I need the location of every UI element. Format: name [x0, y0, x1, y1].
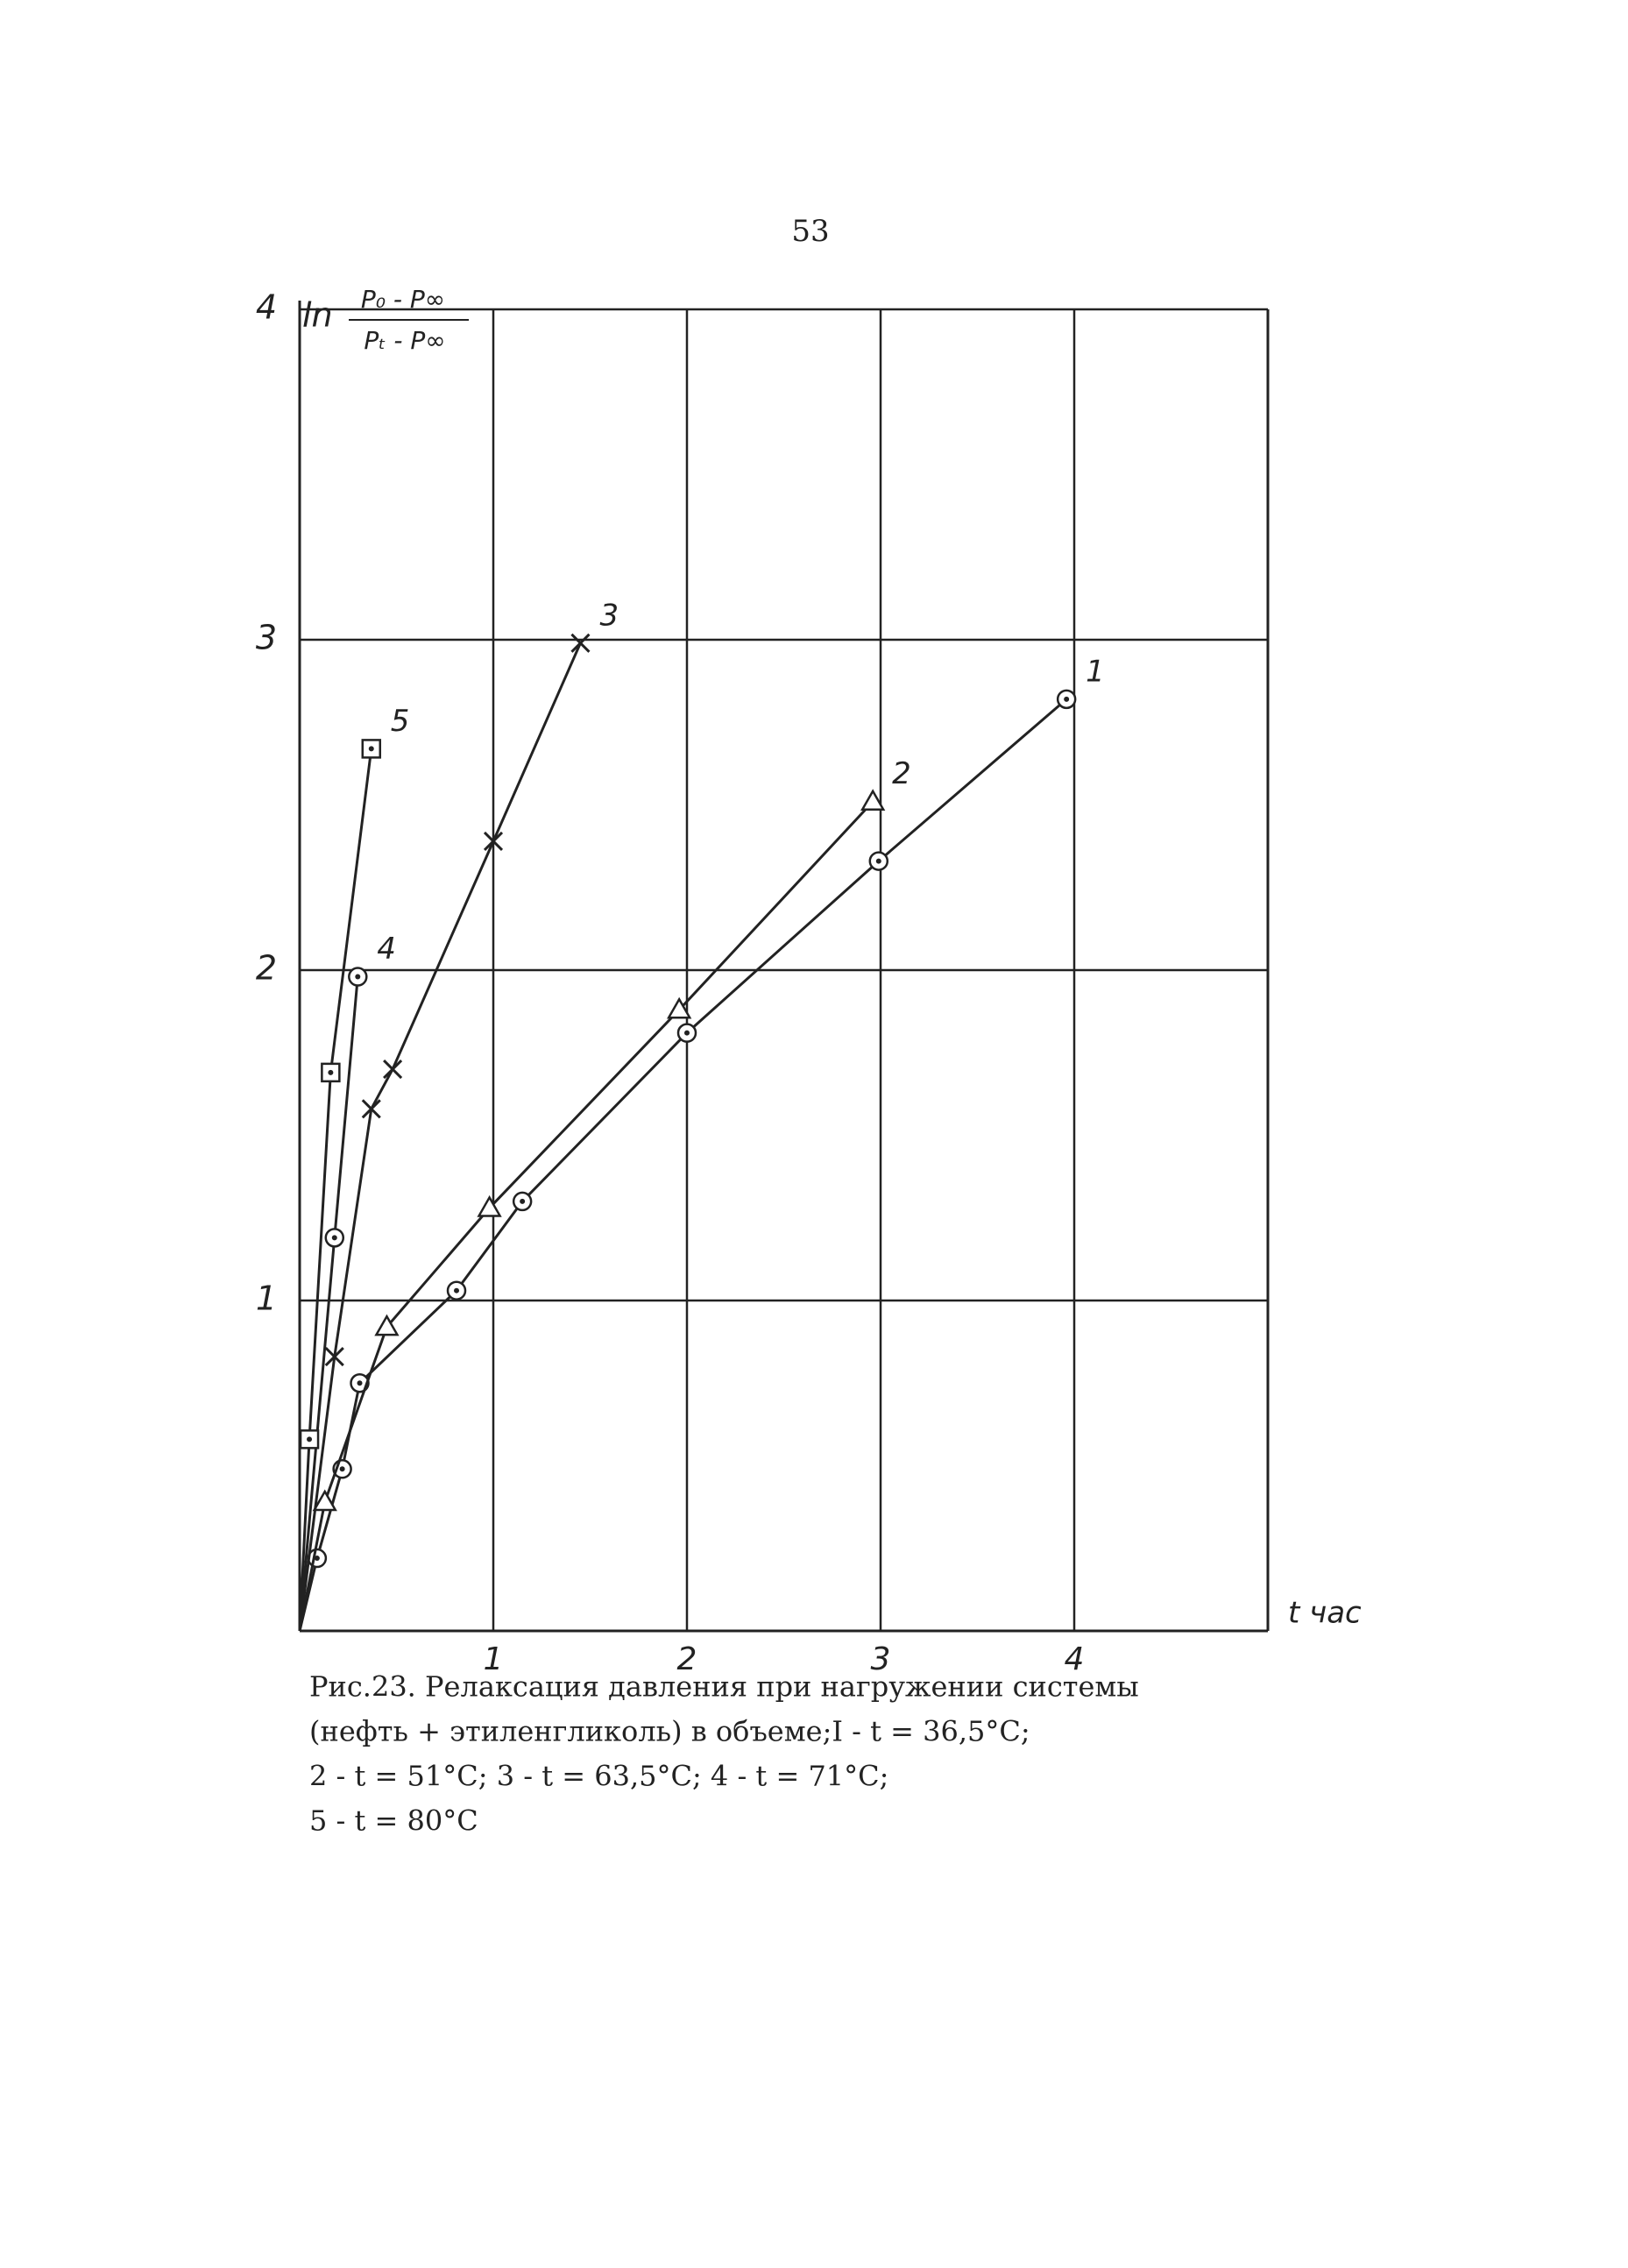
marker-part: [383, 1060, 403, 1080]
data-point: [868, 851, 889, 871]
marker-part: [860, 789, 886, 811]
marker-part: [324, 1347, 344, 1367]
data-point: [1056, 689, 1077, 710]
marker-part: [374, 1314, 400, 1336]
data-point: [321, 1062, 341, 1083]
data-point: [348, 967, 368, 987]
data-point: [324, 1347, 344, 1367]
series-label: 4: [377, 932, 396, 967]
caption-line: 2 - t = 51°C; 3 - t = 63,5°C; 4 - t = 71…: [309, 1760, 888, 1793]
marker-part: [339, 1466, 345, 1472]
data-point: [860, 789, 886, 811]
marker-part: [477, 1194, 502, 1217]
data-point: [361, 739, 382, 759]
series-line: [298, 642, 582, 1632]
data-point: [312, 1489, 337, 1512]
marker-part: [357, 1380, 363, 1386]
marker-part: [483, 831, 504, 852]
marker-part: [328, 1069, 334, 1075]
data-point: [477, 1194, 502, 1217]
caption-line: Рис.23. Релаксация давления при нагружен…: [309, 1670, 1139, 1704]
marker-part: [355, 974, 361, 980]
marker-part: [875, 858, 881, 864]
data-point: [676, 1023, 697, 1043]
marker-part: [684, 1030, 690, 1036]
data-point: [383, 1060, 403, 1080]
marker-part: [331, 1235, 337, 1241]
y-label-denominator: Pₜ - P∞: [364, 326, 445, 355]
x-tick-label: 4: [1065, 1641, 1085, 1677]
y-tick-label: 2: [256, 949, 277, 988]
data-point: [570, 633, 591, 653]
y-tick-label: 3: [256, 619, 277, 657]
y-label-prefix: ln: [302, 296, 333, 335]
series-label: 3: [599, 598, 619, 633]
series-line: [298, 800, 874, 1632]
marker-part: [314, 1556, 320, 1562]
data-point: [512, 1191, 533, 1212]
marker-part: [570, 633, 591, 653]
marker-part: [361, 1099, 381, 1119]
data-point: [324, 1228, 345, 1248]
x-tick-label: 2: [677, 1641, 697, 1677]
series-label: 1: [1086, 654, 1105, 689]
series-label: 5: [391, 704, 410, 739]
data-point: [667, 996, 692, 1019]
data-point: [483, 831, 504, 852]
marker-part: [667, 996, 692, 1019]
marker-part: [520, 1198, 526, 1204]
x-tick-label: 3: [871, 1641, 891, 1677]
page-number: 53: [791, 214, 829, 249]
marker-part: [307, 1436, 313, 1442]
marker-part: [312, 1489, 337, 1512]
marker-part: [368, 746, 374, 752]
caption-line: 5 - t = 80°C: [309, 1804, 478, 1838]
series-label: 2: [892, 756, 911, 791]
x-tick-label: 1: [484, 1641, 504, 1677]
series-line: [298, 748, 373, 1632]
x-label: t час: [1288, 1596, 1362, 1631]
data-point: [374, 1314, 400, 1336]
y-tick-label: 4: [256, 288, 277, 327]
data-point: [446, 1280, 467, 1301]
data-point: [361, 1099, 381, 1119]
data-point: [299, 1429, 320, 1449]
caption-line: (нефть + этиленгликоль) в объеме;I - t =…: [309, 1715, 1030, 1748]
y-tick-label: 1: [256, 1279, 277, 1318]
marker-part: [454, 1287, 460, 1293]
marker-part: [1064, 696, 1070, 702]
